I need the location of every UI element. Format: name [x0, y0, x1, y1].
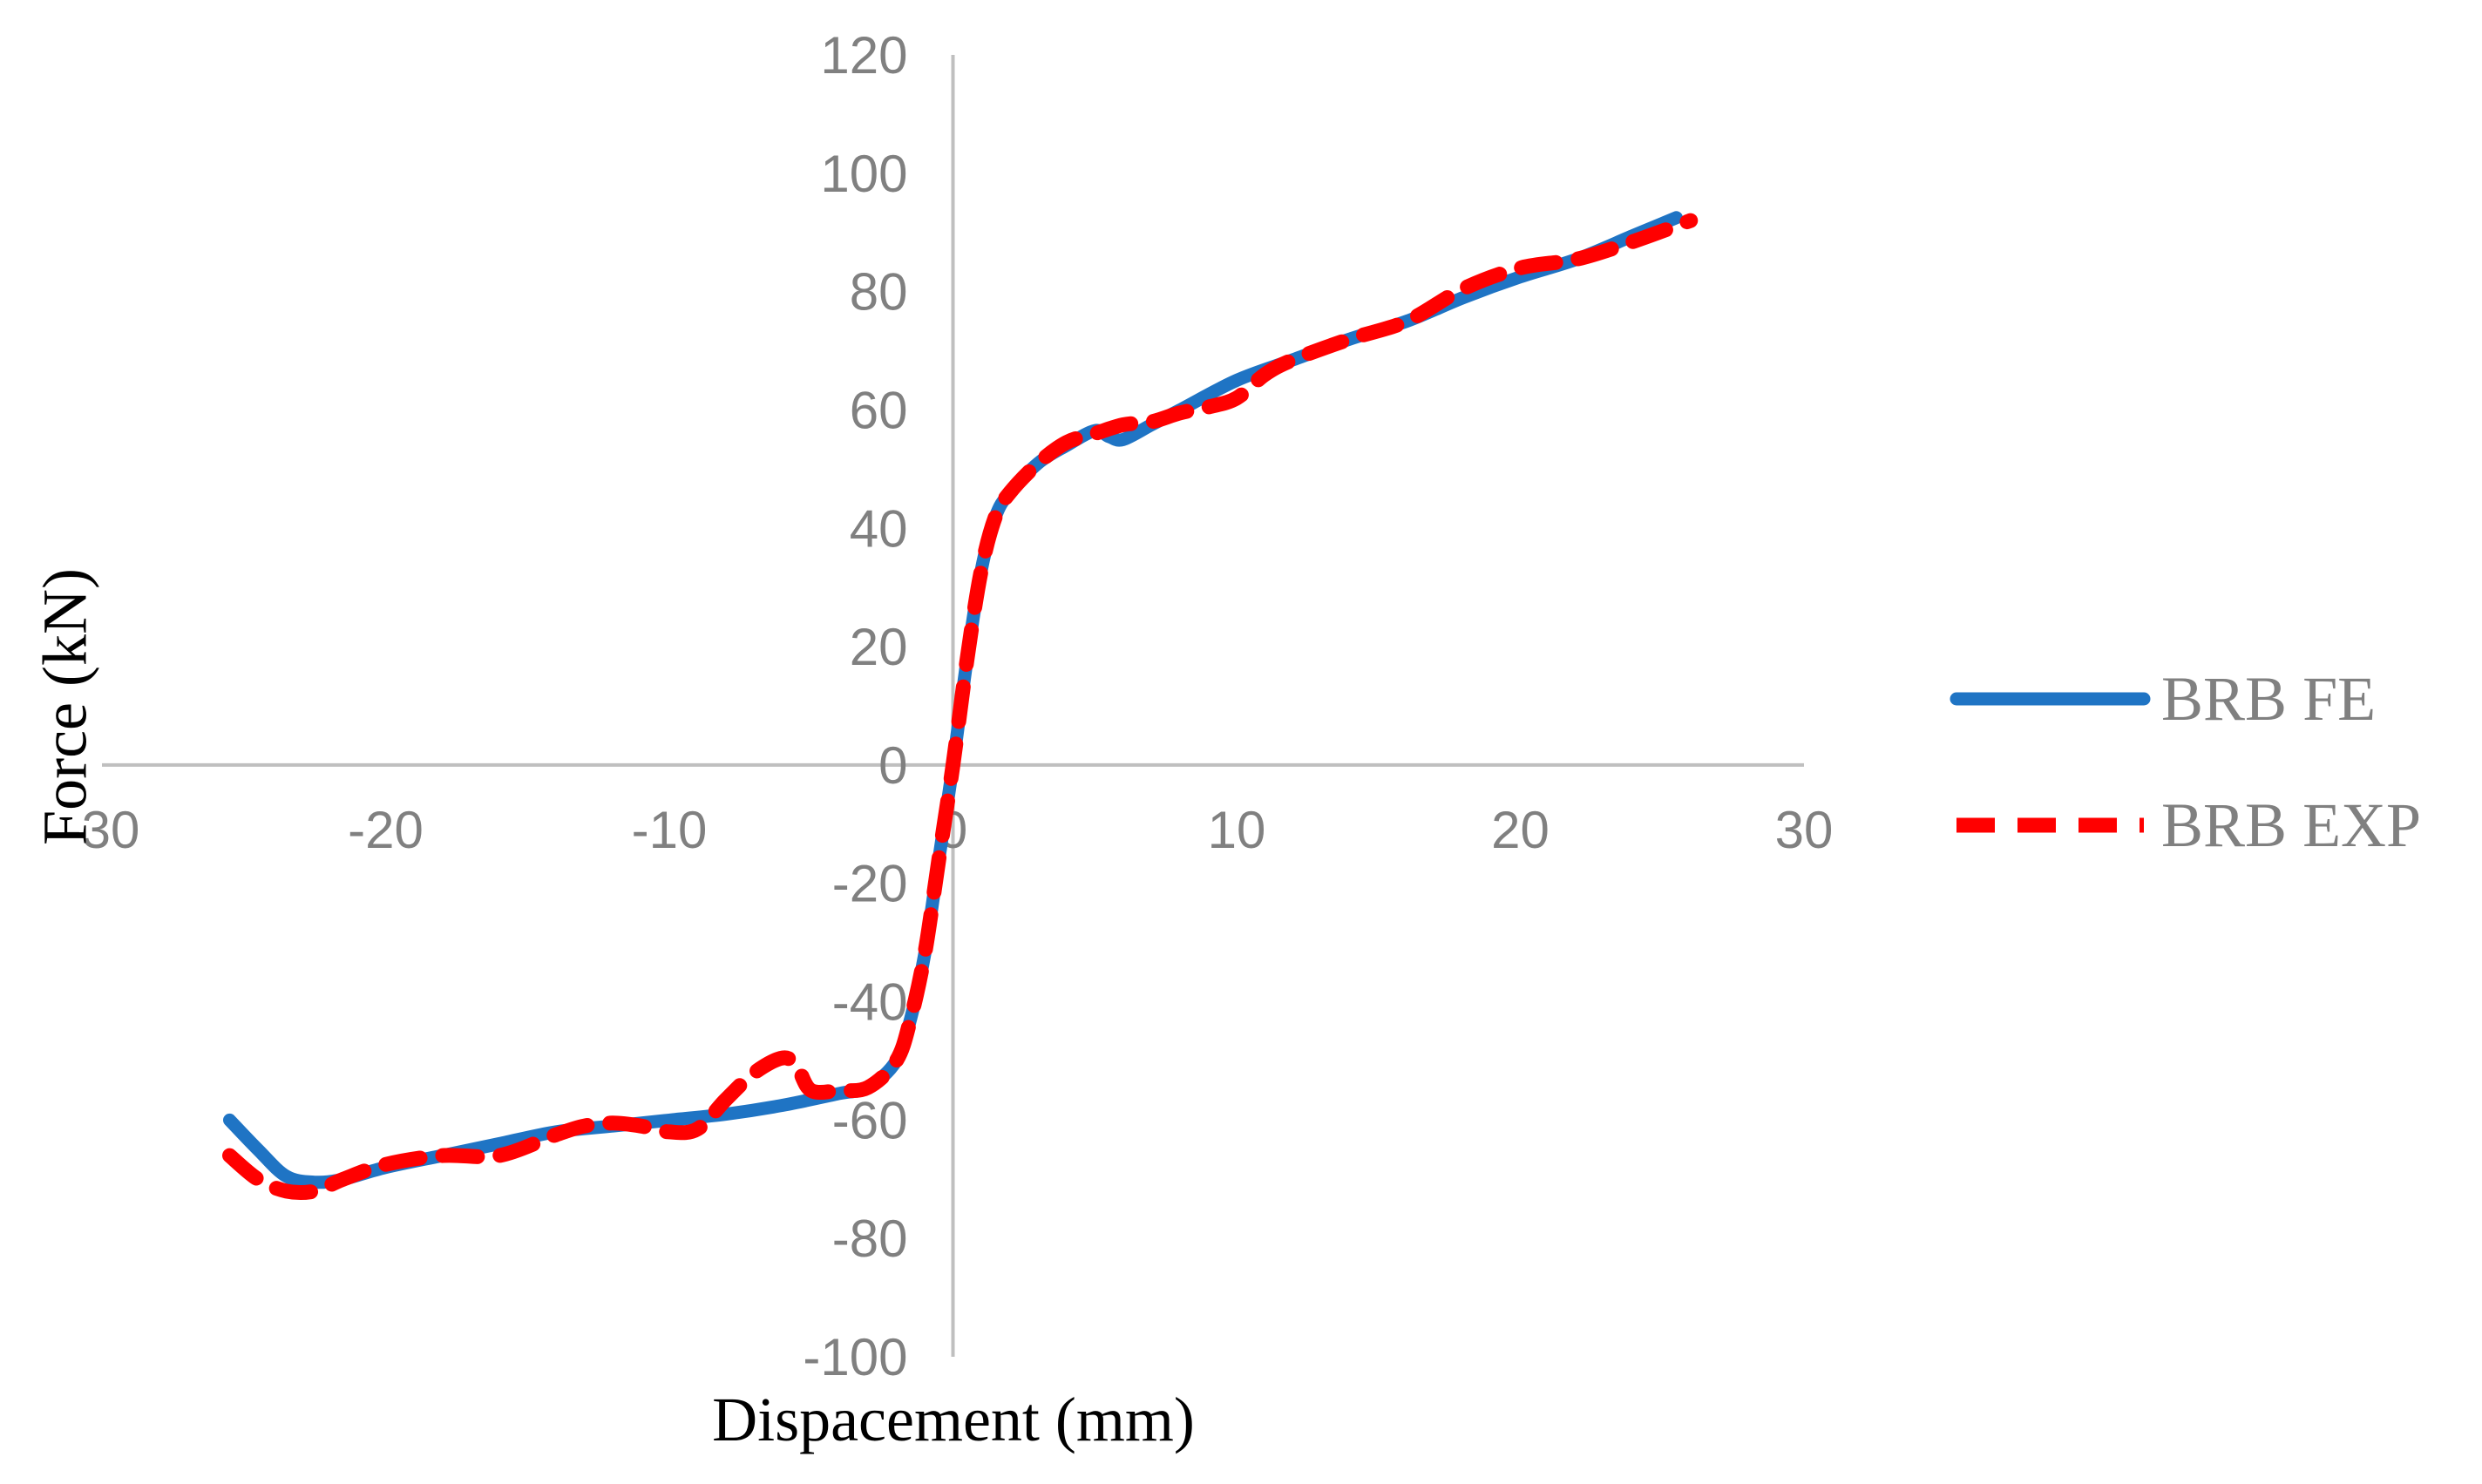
y-tick-label: -20	[832, 855, 908, 913]
series-layer	[222, 211, 1699, 1201]
y-tick-label: 20	[850, 618, 908, 676]
y-tick-label: 100	[820, 145, 907, 203]
y-tick-label: 0	[878, 736, 907, 795]
x-axis-title: Dispacement (mm)	[712, 1385, 1195, 1454]
x-tick-label: -20	[348, 801, 424, 859]
series-line-brb-exp	[222, 213, 1699, 1201]
y-tick-label: 60	[850, 381, 908, 439]
y-tick-label: -40	[832, 973, 908, 1032]
y-tick-label: 120	[820, 26, 907, 85]
legend-label-brb-fe: BRB FE	[2161, 664, 2376, 734]
x-tick-label: 20	[1491, 801, 1550, 859]
y-tick-label: 40	[850, 499, 908, 558]
x-tick-label: 10	[1208, 801, 1266, 859]
y-tick-label: 80	[850, 263, 908, 322]
axes	[102, 55, 1804, 1357]
y-axis-title: Force (kN)	[31, 568, 100, 845]
y-tick-labels: -100 -80 -60 -40 -20 0 20 40 60 80 100 120	[803, 26, 907, 1386]
legend-label-brb-exp: BRB EXP	[2161, 790, 2421, 860]
x-tick-label: -30	[64, 801, 140, 859]
x-tick-label: -10	[632, 801, 708, 859]
y-tick-label: -80	[832, 1210, 908, 1268]
y-tick-label: -100	[803, 1328, 907, 1386]
y-tick-label: -60	[832, 1091, 908, 1149]
x-tick-label: 30	[1775, 801, 1834, 859]
legend: BRB FE BRB EXP	[1950, 664, 2421, 860]
